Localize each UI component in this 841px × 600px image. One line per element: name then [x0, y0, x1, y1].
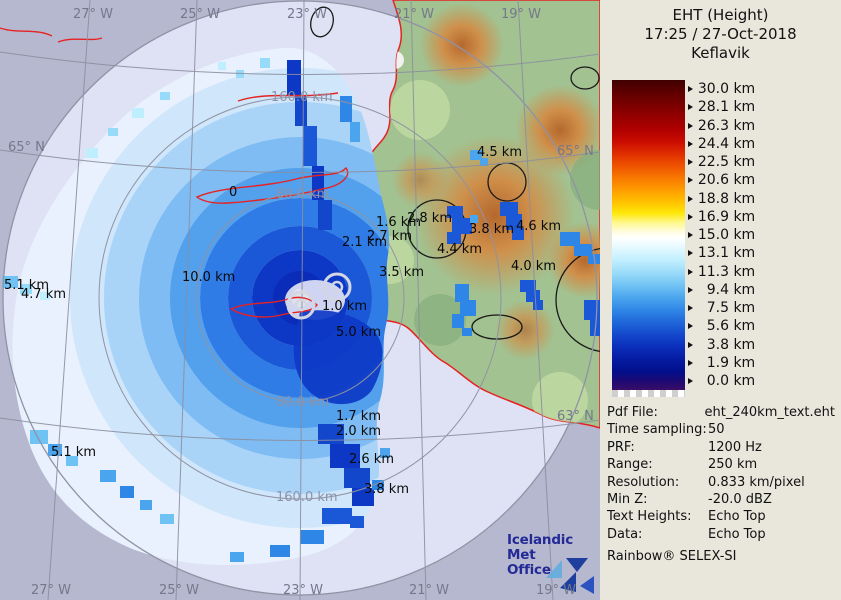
- legend-tick: 7.5 km: [688, 301, 755, 316]
- brand-label: Rainbow® SELEX-SI: [607, 549, 737, 564]
- metadata-label: Min Z:: [607, 491, 648, 507]
- legend-labels: 30.0 km 28.1 km 26.3 km 24.4 km 22.5 km 20.6 …: [688, 82, 838, 397]
- range-rings: [2, 0, 598, 596]
- metadata-value: 1200 Hz: [708, 439, 762, 455]
- coastline: [0, 27, 349, 318]
- metadata-value: 250 km: [708, 457, 758, 473]
- metadata-label: Range:: [607, 457, 653, 473]
- metadata-rows: Pdf File: eht_240km_text.eht Time sampling…: [607, 404, 835, 543]
- metadata-label: PRF:: [607, 439, 635, 455]
- metadata-row: Text Heights: Echo Top: [607, 508, 835, 525]
- echo-streaks-north: [218, 58, 360, 230]
- legend-tick: 20.6 km: [688, 173, 755, 188]
- metadata-row: Resolution: 0.833 km/pixel: [607, 474, 835, 491]
- legend-tick-arrow-icon: [688, 104, 693, 111]
- metadata-value: Echo Top: [708, 509, 766, 525]
- radar-site-markers: [286, 272, 352, 320]
- legend-tick: 15.0 km: [688, 228, 755, 243]
- legend-tick: 13.1 km: [688, 246, 755, 261]
- legend-tick: 3.8 km: [688, 337, 755, 353]
- legend-tick: 5.6 km: [688, 319, 755, 334]
- legend-tick-arrow-icon: [688, 177, 693, 184]
- imo-logo-mark: [546, 558, 594, 594]
- metadata-value: -20.0 dBZ: [708, 491, 772, 507]
- metadata-row: Min Z: -20.0 dBZ: [607, 491, 835, 508]
- metadata-row: Data: Echo Top: [607, 526, 835, 543]
- legend-tick-arrow-icon: [688, 305, 693, 311]
- legend-tick-arrow-icon: [688, 286, 693, 293]
- legend-tick: 24.4 km: [688, 136, 755, 152]
- metadata-label: Time sampling:: [607, 422, 707, 438]
- title-block: EHT (Height) 17:25 / 27-Oct-2018 Keflavi…: [600, 6, 841, 63]
- metadata-label: Data:: [607, 526, 643, 542]
- metadata-value: 50: [708, 422, 725, 438]
- legend-tick: 11.3 km: [688, 264, 755, 280]
- metadata-row: PRF: 1200 Hz: [607, 439, 835, 456]
- legend-tick: 9.4 km: [688, 282, 755, 298]
- radar-map: 27° W 25° W 23° W 21° W 19° W 27° W 25° W 23° W…: [0, 0, 600, 600]
- terrain-shading: [318, 3, 600, 428]
- metadata-label: Text Heights:: [607, 509, 692, 525]
- metadata-label: Resolution:: [607, 474, 680, 490]
- legend-tick-arrow-icon: [688, 250, 693, 257]
- legend-tick-arrow-icon: [688, 341, 693, 348]
- echo-patches-south: [230, 424, 390, 562]
- metadata-row: Range: 250 km: [607, 456, 835, 473]
- legend-tick-arrow-icon: [688, 195, 693, 202]
- product-title: EHT (Height): [672, 6, 769, 24]
- legend-tick-arrow-icon: [688, 323, 693, 330]
- metadata-label: Pdf File:: [607, 405, 658, 420]
- legend-bar: [612, 80, 685, 390]
- legend-tick-arrow-icon: [688, 213, 693, 220]
- legend-tick-arrow-icon: [688, 122, 693, 129]
- legend-checker: [612, 390, 685, 397]
- imo-logo: Icelandic Met Office: [507, 533, 600, 578]
- legend-tick-arrow-icon: [688, 140, 693, 147]
- land: [211, 0, 600, 429]
- legend-tick: 1.9 km: [688, 355, 755, 371]
- legend-tick-arrow-icon: [688, 159, 693, 165]
- metadata-value: 0.833 km/pixel: [708, 474, 805, 490]
- imo-logo-line2: Office: [507, 562, 551, 578]
- metadata-row: Time sampling: 50: [607, 421, 835, 438]
- legend-tick-arrow-icon: [688, 232, 693, 238]
- legend-tick: 22.5 km: [688, 155, 755, 170]
- imo-logo-line1: Icelandic Met: [507, 532, 574, 563]
- legend-tick: 28.1 km: [688, 100, 755, 115]
- radar-station: Keflavik: [691, 44, 750, 62]
- legend-tick: 26.3 km: [688, 118, 755, 134]
- legend-tick: 30.0 km: [688, 82, 755, 97]
- scan-datetime: 17:25 / 27-Oct-2018: [644, 25, 797, 43]
- legend-tick-arrow-icon: [688, 86, 693, 92]
- metadata-row: Pdf File: eht_240km_text.eht: [607, 404, 835, 421]
- graticule: [0, 0, 600, 600]
- metadata-value: Echo Top: [708, 526, 766, 542]
- legend-tick: 16.9 km: [688, 209, 755, 225]
- legend-tick-arrow-icon: [688, 378, 693, 384]
- info-panel: EHT (Height) 17:25 / 27-Oct-2018 Keflavi…: [600, 0, 841, 600]
- legend-tick-arrow-icon: [688, 359, 693, 366]
- legend-tick-arrow-icon: [688, 268, 693, 275]
- radar-map-svg: [0, 0, 600, 600]
- metadata-value: eht_240km_text.eht: [704, 405, 835, 420]
- legend-tick: 18.8 km: [688, 191, 755, 207]
- legend-tick: 0.0 km: [688, 374, 755, 389]
